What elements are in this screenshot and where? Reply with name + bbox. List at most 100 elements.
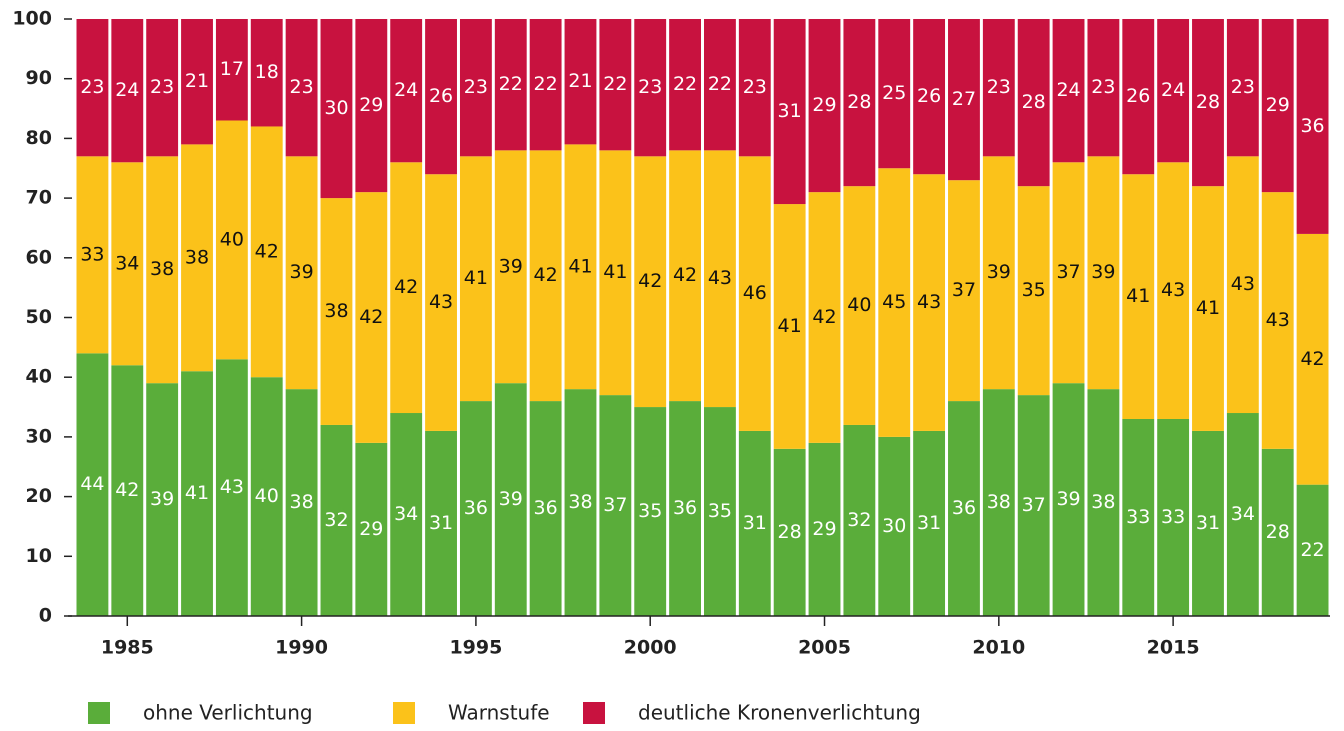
bar-segment (355, 442, 388, 616)
bar-segment (669, 401, 701, 616)
bar-segment (215, 359, 248, 616)
bar-segment (425, 430, 457, 616)
data-label: 28 (1266, 521, 1290, 543)
bar-segment (425, 174, 457, 431)
data-label: 22 (534, 73, 558, 95)
data-label: 41 (464, 267, 488, 289)
data-label: 24 (1056, 79, 1080, 101)
bar-segment (1157, 162, 1190, 419)
bar-segment (425, 19, 457, 175)
data-label: 39 (150, 488, 174, 510)
bar-segment (1122, 174, 1155, 419)
data-label: 23 (150, 76, 174, 98)
data-label: 39 (499, 488, 523, 510)
bar-segment (982, 156, 1015, 390)
data-label: 21 (568, 70, 592, 92)
bar-segment (738, 156, 771, 431)
data-label: 31 (429, 512, 453, 534)
data-label: 42 (359, 306, 383, 328)
data-label: 36 (534, 497, 558, 519)
data-label: 42 (115, 479, 139, 501)
bar-segment (529, 19, 562, 151)
bar-segment (913, 174, 946, 431)
bar-segment (355, 19, 388, 193)
data-label: 23 (1091, 76, 1115, 98)
data-label: 43 (220, 476, 244, 498)
bar-segment (843, 424, 876, 616)
data-label: 34 (115, 252, 139, 274)
data-label: 31 (917, 512, 941, 534)
data-label: 26 (917, 85, 941, 107)
legend-label: Warnstufe (448, 701, 550, 725)
data-label: 28 (847, 91, 871, 113)
bar-segment (634, 19, 667, 157)
data-label: 41 (603, 261, 627, 283)
data-label: 41 (568, 255, 592, 277)
bar-segment (320, 424, 353, 616)
bar-segment (390, 413, 423, 616)
bar-segment (773, 19, 806, 205)
bar-segment (1226, 156, 1259, 414)
data-label: 42 (255, 240, 279, 262)
data-label: 43 (1266, 309, 1290, 331)
bar-segment (843, 19, 876, 187)
bar-segment (1296, 484, 1329, 616)
data-label: 38 (987, 491, 1011, 513)
data-label: 43 (708, 267, 732, 289)
bar-segment (564, 389, 597, 616)
data-label: 23 (464, 76, 488, 98)
data-label: 28 (778, 521, 802, 543)
data-label: 29 (359, 518, 383, 540)
bar-segment (808, 19, 841, 193)
data-label: 21 (185, 70, 209, 92)
bar-segment (599, 395, 632, 616)
y-tick-label: 30 (26, 425, 52, 447)
bar-segment (704, 150, 736, 408)
y-tick-label: 80 (26, 127, 52, 149)
bar-segment (250, 126, 283, 378)
data-label: 32 (847, 509, 871, 531)
data-label: 39 (987, 261, 1011, 283)
data-label: 35 (638, 500, 662, 522)
data-label: 41 (185, 482, 209, 504)
data-label: 36 (673, 497, 697, 519)
bar-segment (459, 401, 492, 616)
x-tick-label: 1985 (101, 637, 154, 659)
data-label: 37 (1056, 261, 1080, 283)
data-label: 27 (952, 88, 976, 110)
data-label: 23 (987, 76, 1011, 98)
data-label: 18 (255, 61, 279, 83)
bar-segment (1192, 19, 1224, 187)
data-label: 40 (255, 485, 279, 507)
bar-segment (913, 19, 946, 175)
bar-segment (564, 19, 597, 145)
bar-segment (76, 19, 109, 157)
data-label: 24 (394, 79, 418, 101)
bar-segment (808, 192, 841, 443)
data-label: 37 (603, 494, 627, 516)
data-label: 36 (952, 497, 976, 519)
data-label: 38 (290, 491, 314, 513)
bar-segment (1157, 418, 1190, 616)
bar-segment (146, 19, 179, 157)
data-label: 40 (847, 294, 871, 316)
bar-segment (1017, 395, 1050, 616)
bar-segment (878, 436, 911, 616)
data-label: 42 (394, 276, 418, 298)
bar-segment (599, 150, 632, 396)
bar-segment (390, 19, 423, 163)
bar-segment (250, 19, 283, 127)
data-label: 38 (324, 300, 348, 322)
data-label: 25 (882, 82, 906, 104)
data-label: 29 (1266, 94, 1290, 116)
data-label: 43 (917, 291, 941, 313)
y-tick-label: 90 (26, 67, 52, 89)
bar-segment (320, 19, 353, 199)
legend-swatch (88, 702, 110, 724)
data-label: 41 (1126, 285, 1150, 307)
data-label: 35 (708, 500, 732, 522)
data-label: 33 (80, 243, 104, 265)
data-label: 39 (290, 261, 314, 283)
bar-segment (320, 198, 353, 425)
